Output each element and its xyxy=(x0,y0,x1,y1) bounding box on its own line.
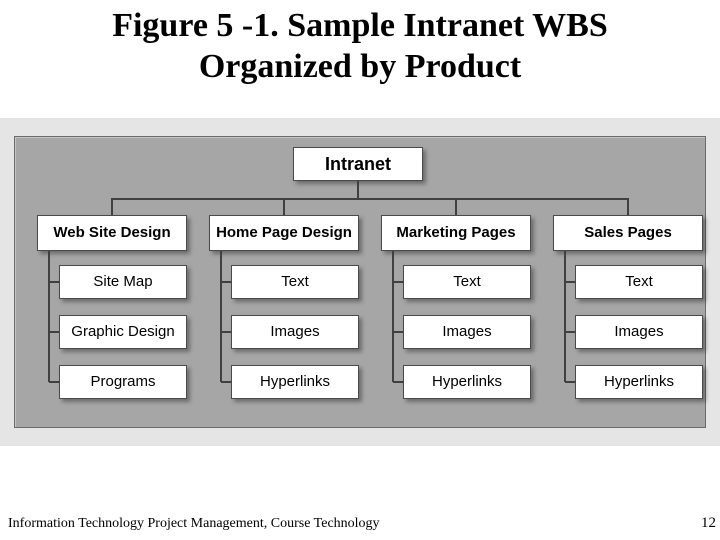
level1-node-2: Marketing Pages xyxy=(381,215,531,251)
page-number: 12 xyxy=(701,515,716,532)
level2-node-2-1: Images xyxy=(403,315,531,349)
level2-node-3-2: Hyperlinks xyxy=(575,365,703,399)
level2-node-3-0: Text xyxy=(575,265,703,299)
connector xyxy=(49,331,59,333)
connector xyxy=(357,181,359,199)
connector xyxy=(564,251,566,382)
connector xyxy=(565,381,575,383)
level2-node-0-2: Programs xyxy=(59,365,187,399)
chart-outer-panel: Intranet Web Site Design Site Map Graphic D… xyxy=(0,118,720,446)
level1-node-3: Sales Pages xyxy=(553,215,703,251)
connector xyxy=(111,198,629,200)
connector xyxy=(221,281,231,283)
level2-node-0-1: Graphic Design xyxy=(59,315,187,349)
level2-node-1-2: Hyperlinks xyxy=(231,365,359,399)
connector xyxy=(565,331,575,333)
connector xyxy=(627,199,629,215)
level2-node-1-1: Images xyxy=(231,315,359,349)
connector xyxy=(221,331,231,333)
connector xyxy=(49,281,59,283)
connector xyxy=(565,281,575,283)
connector xyxy=(393,331,403,333)
connector xyxy=(48,251,50,382)
connector xyxy=(392,251,394,382)
level2-node-0-0: Site Map xyxy=(59,265,187,299)
level2-node-2-2: Hyperlinks xyxy=(403,365,531,399)
level1-node-0: Web Site Design xyxy=(37,215,187,251)
connector xyxy=(393,381,403,383)
connector xyxy=(111,199,113,215)
level2-node-1-0: Text xyxy=(231,265,359,299)
level1-node-1: Home Page Design xyxy=(209,215,359,251)
connector xyxy=(283,199,285,215)
figure-title: Figure 5 -1. Sample Intranet WBS Organiz… xyxy=(0,0,720,88)
connector xyxy=(220,251,222,382)
connector xyxy=(49,381,59,383)
root-node: Intranet xyxy=(293,147,423,181)
level2-node-2-0: Text xyxy=(403,265,531,299)
connector xyxy=(455,199,457,215)
connector xyxy=(221,381,231,383)
level2-node-3-1: Images xyxy=(575,315,703,349)
footer-text: Information Technology Project Managemen… xyxy=(8,516,380,532)
connector xyxy=(393,281,403,283)
wbs-chart: Intranet Web Site Design Site Map Graphic D… xyxy=(14,136,706,428)
